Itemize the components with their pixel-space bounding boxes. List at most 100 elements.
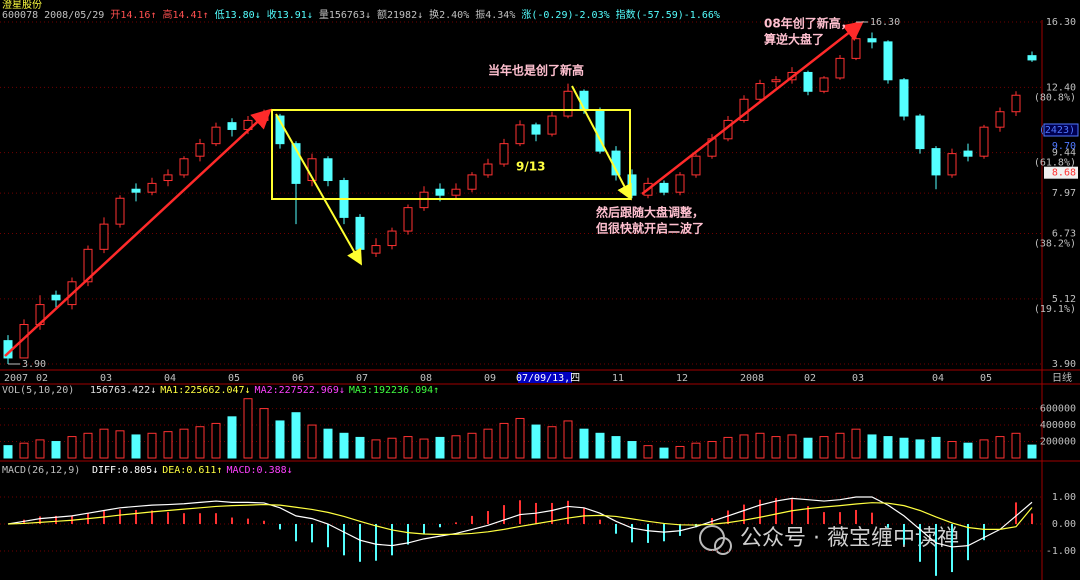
volume-bar xyxy=(787,434,797,459)
x-tick-label: 07/09/13,四 xyxy=(516,373,580,384)
macd-bar xyxy=(1015,502,1017,524)
macd-bar xyxy=(967,524,969,561)
volume-bar xyxy=(67,436,77,459)
volume-bar xyxy=(259,408,269,459)
candle-body xyxy=(195,143,205,157)
fib-label: (19.1%) xyxy=(1034,304,1076,315)
y-tick-label: 16.30 xyxy=(1046,17,1076,28)
macd-bar xyxy=(55,515,57,524)
volume-bar xyxy=(387,437,397,459)
x-tick-label: 05 xyxy=(228,373,240,384)
volume-bar xyxy=(595,432,605,459)
candle-body xyxy=(451,188,461,196)
header-item: 涨(-0.29)-2.03% xyxy=(521,9,609,21)
candle-body xyxy=(899,79,909,117)
candle-body xyxy=(51,294,61,301)
volume-bar xyxy=(995,436,1005,459)
macd-bar xyxy=(503,505,505,524)
candle-body xyxy=(771,79,781,83)
macd-bar xyxy=(231,517,233,524)
macd-bar xyxy=(135,509,137,524)
volume-bar xyxy=(531,424,541,459)
volume-bar xyxy=(643,445,653,459)
range-box xyxy=(271,109,631,200)
macd-bar xyxy=(167,512,169,524)
volume-bar xyxy=(467,432,477,459)
volume-bar xyxy=(851,428,861,459)
y-tick-label: 200000 xyxy=(1040,437,1076,448)
macd-bar xyxy=(119,509,121,524)
volume-bar xyxy=(659,447,669,459)
candle-body xyxy=(483,163,493,176)
candle-body xyxy=(915,115,925,150)
y-tick-label: 600000 xyxy=(1040,404,1076,415)
header-item: 600078 xyxy=(2,10,38,21)
header-item: 低13.80↓ xyxy=(215,8,261,21)
macd-bar xyxy=(247,518,249,524)
y-tick-label: -1.00 xyxy=(1046,546,1076,557)
candle-body xyxy=(211,126,221,145)
candle-body xyxy=(979,126,989,157)
macd-bar xyxy=(199,513,201,524)
candle-body xyxy=(371,245,381,254)
macd-bar xyxy=(791,499,793,524)
volume-bar xyxy=(515,417,525,459)
volume-bar xyxy=(83,432,93,459)
annotation: 08年创了新高， xyxy=(764,16,853,31)
macd-bar xyxy=(439,524,441,528)
x-tick-label: 04 xyxy=(932,373,944,384)
macd-bar xyxy=(567,500,569,524)
macd-line xyxy=(7,502,1033,536)
x-tick-label: 07 xyxy=(356,373,368,384)
macd-bar xyxy=(631,524,633,543)
volume-bar xyxy=(899,437,909,459)
macd-bar xyxy=(855,509,857,524)
candle-body xyxy=(1027,55,1037,61)
volume-bar xyxy=(499,422,509,459)
header-item: 收13.91↓ xyxy=(267,8,313,21)
fib-label: (38.2%) xyxy=(1034,239,1076,250)
macd-bar xyxy=(647,524,649,543)
header-item: 指数(-57.59)-1.66% xyxy=(616,8,720,21)
period-label: 日线 xyxy=(1052,371,1072,384)
volume-bar xyxy=(1011,432,1021,459)
volume-bar xyxy=(403,436,413,459)
macd-bar xyxy=(487,511,489,524)
macd-bar xyxy=(279,524,281,530)
y-tick-label: 6.73 xyxy=(1052,229,1076,240)
volume-bar xyxy=(35,439,45,459)
header-item: 高14.41↑ xyxy=(162,8,208,21)
macd-bar xyxy=(1031,513,1033,524)
price-marker: 8.68 xyxy=(1052,168,1076,179)
candle-body xyxy=(931,148,941,176)
macd-bar xyxy=(823,512,825,524)
macd-bar xyxy=(407,524,409,545)
macd-bar xyxy=(215,513,217,524)
volume-bar xyxy=(451,435,461,459)
y-tick-label: 7.97 xyxy=(1052,188,1076,199)
volume-bar xyxy=(323,428,333,459)
candle-body xyxy=(675,174,685,193)
volume-bar xyxy=(99,428,109,459)
extreme-label: 3.90 xyxy=(22,359,46,370)
header-info: 600078 2008/05/29 开14.16↑ 高14.41↑ 低13.80↓ 收13… xyxy=(2,8,720,21)
candle-body xyxy=(179,158,189,176)
fib-label: (80.8%) xyxy=(1034,92,1076,103)
macd-bar xyxy=(455,522,457,524)
header-item: 量156763↓ xyxy=(319,9,371,21)
volume-bar xyxy=(867,434,877,459)
macd-bar xyxy=(727,510,729,524)
macd-bar xyxy=(359,524,361,562)
volume-bar xyxy=(883,436,893,459)
macd-line xyxy=(7,496,1033,548)
drop-arrow xyxy=(275,113,362,266)
volume-bar xyxy=(339,432,349,459)
extreme-label: 16.30 xyxy=(870,17,900,28)
x-tick-label: 05 xyxy=(980,373,992,384)
legend-entry: DEA:0.611↑ xyxy=(162,465,222,476)
volume-bar xyxy=(771,436,781,459)
trend-arrow xyxy=(641,20,864,195)
macd-bar xyxy=(391,524,393,556)
legend-entry: MA3:192236.094↑ xyxy=(349,385,439,396)
